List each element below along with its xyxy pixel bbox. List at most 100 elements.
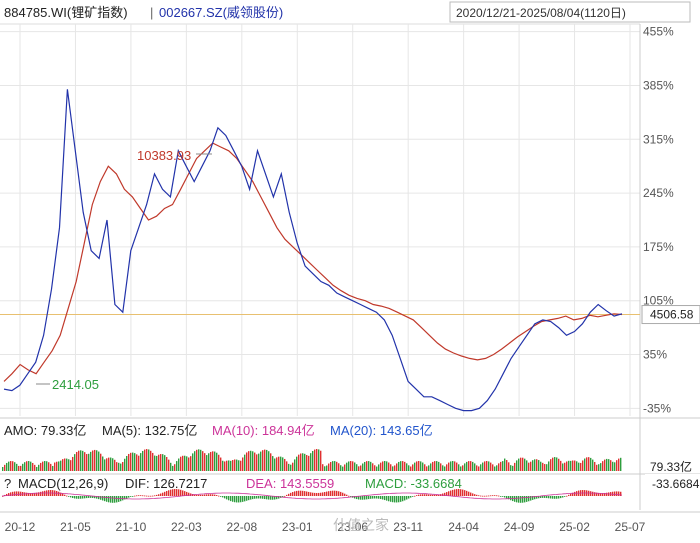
amo-bar: [116, 462, 118, 471]
amo-bar: [16, 463, 18, 471]
macd-bar: [274, 496, 276, 500]
amo-bar: [600, 463, 602, 471]
macd-bar: [158, 494, 160, 496]
amo-bar: [218, 454, 220, 471]
amo-bar: [158, 454, 160, 471]
amo-bar: [556, 457, 558, 471]
macd-bar: [40, 491, 42, 496]
amo-ma20-label: MA(20): 143.65亿: [330, 423, 433, 438]
amo-bar: [590, 457, 592, 471]
amo-bar: [312, 451, 314, 471]
amo-bar: [614, 462, 616, 471]
macd-bar: [564, 496, 566, 497]
amo-bar: [520, 457, 522, 471]
amo-bar: [546, 464, 548, 471]
macd-bar: [70, 496, 72, 498]
macd-bar: [430, 494, 432, 496]
date-range-box[interactable]: [449, 1, 691, 23]
amo-bar: [528, 462, 530, 471]
amo-bar: [132, 452, 134, 471]
amo-bar: [366, 461, 368, 471]
amo-bar: [268, 451, 270, 471]
macd-bar: [480, 495, 482, 497]
amo-bar: [82, 450, 84, 471]
amo-bar: [594, 461, 596, 471]
macd-bar: [122, 496, 124, 501]
amo-bar: [286, 461, 288, 471]
amo-bar: [458, 464, 460, 471]
amo-bar: [448, 462, 450, 471]
amo-bar: [76, 451, 78, 471]
amo-bar: [212, 451, 214, 471]
amo-bar: [32, 462, 34, 471]
macd-bar: [290, 492, 292, 496]
macd-bar: [270, 496, 272, 500]
macd-bar: [182, 490, 184, 496]
amo-bar: [10, 461, 12, 471]
amo-bar: [562, 463, 564, 471]
amo-bar: [442, 465, 444, 471]
x-tick-label: 20-12: [5, 520, 36, 534]
macd-bar: [144, 495, 146, 497]
compare-code-label[interactable]: 002667.SZ(威领股份): [159, 5, 283, 20]
amo-bar: [256, 454, 258, 471]
amo-bar: [352, 461, 354, 471]
amo-bar: [194, 451, 196, 471]
macd-bar: [262, 496, 264, 499]
macd-bar: [98, 496, 100, 500]
amo-bar: [564, 462, 566, 471]
macd-bar: [396, 496, 398, 503]
macd-bar: [358, 496, 360, 500]
macd-bar: [602, 493, 604, 496]
macd-bar: [598, 492, 600, 496]
macd-bar: [128, 496, 130, 498]
amo-current-label: 79.33亿: [650, 459, 692, 474]
macd-bar: [94, 496, 96, 499]
amo-bar: [516, 460, 518, 471]
macd-bar: [548, 496, 550, 499]
macd-bar: [252, 496, 254, 500]
macd-bar: [106, 496, 108, 502]
amo-bar: [432, 461, 434, 471]
macd-bar: [484, 495, 486, 497]
series-main-line[interactable]: [3, 142, 623, 382]
amo-bar: [74, 454, 76, 471]
amo-bar: [62, 459, 64, 471]
amo-bar: [244, 454, 246, 471]
macd-bar: [604, 492, 606, 496]
amo-bar: [560, 460, 562, 471]
series-compare-line[interactable]: [3, 89, 623, 412]
amo-bar: [20, 465, 22, 471]
amo-bar: [8, 461, 10, 471]
macd-help-icon[interactable]: ?: [4, 476, 11, 491]
amo-bar: [338, 463, 340, 471]
amo-bar: [160, 454, 162, 471]
amo-bar: [542, 462, 544, 471]
macd-current-box: [645, 474, 700, 492]
macd-bar: [300, 490, 302, 496]
macd-bar: [372, 496, 374, 499]
macd-bar: [306, 491, 308, 496]
amo-bar: [300, 453, 302, 471]
macd-bar: [10, 492, 12, 496]
macd-bar: [380, 496, 382, 500]
amo-bar: [388, 462, 390, 471]
amo-bar: [508, 462, 510, 471]
macd-bar: [248, 496, 250, 501]
amo-bar: [242, 457, 244, 471]
macd-bar: [398, 496, 400, 503]
macd-bar: [28, 492, 30, 496]
amo-bar: [336, 461, 338, 471]
macd-bar: [428, 494, 430, 496]
macd-bar: [230, 496, 232, 502]
amo-bar: [100, 453, 102, 471]
amo-bar: [86, 454, 88, 471]
macd-bar: [136, 495, 138, 497]
macd-bar: [238, 496, 240, 503]
amo-bar: [240, 460, 242, 471]
amo-bar: [320, 450, 322, 471]
macd-bar: [218, 495, 220, 497]
amo-bar: [120, 463, 122, 471]
amo-bar: [438, 461, 440, 471]
amo-bar: [186, 456, 188, 471]
